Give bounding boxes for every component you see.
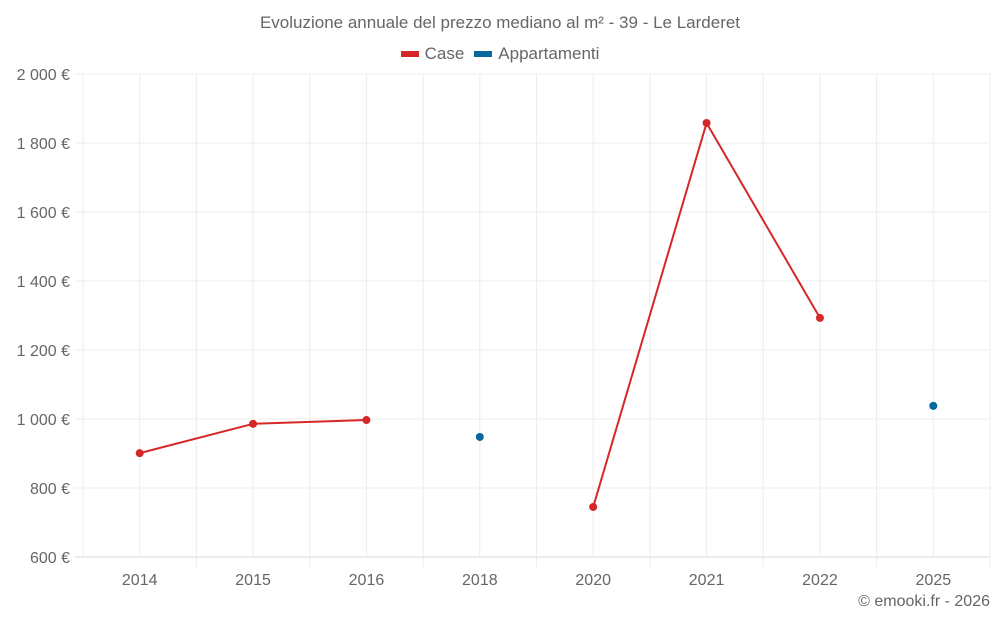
- x-tick-label: 2025: [916, 572, 952, 589]
- grid-lines: [75, 73, 991, 567]
- legend-item-appartamenti[interactable]: Appartamenti: [474, 44, 599, 64]
- chart-title: Evoluzione annuale del prezzo mediano al…: [259, 13, 741, 32]
- x-tick-label: 2022: [802, 572, 838, 589]
- y-tick-label: 1 800 €: [17, 136, 70, 153]
- data-point[interactable]: [362, 416, 371, 425]
- y-tick-label: 800 €: [30, 481, 70, 498]
- y-tick-label: 2 000 €: [17, 67, 70, 84]
- y-tick-label: 1 400 €: [17, 274, 70, 291]
- data-point[interactable]: [815, 313, 824, 322]
- legend: Case Appartamenti: [0, 44, 1000, 64]
- y-tick-label: 1 600 €: [17, 205, 70, 222]
- x-tick-label: 2018: [462, 572, 498, 589]
- x-tick-label: 2014: [122, 572, 158, 589]
- credits[interactable]: © emooki.fr - 2026: [858, 593, 990, 610]
- x-tick-label: 2020: [575, 572, 611, 589]
- data-point[interactable]: [702, 118, 711, 127]
- y-tick-label: 1 000 €: [17, 412, 70, 429]
- legend-label-case: Case: [424, 44, 465, 63]
- series-appartamenti: [475, 401, 938, 441]
- data-point[interactable]: [135, 449, 144, 458]
- data-point[interactable]: [249, 419, 258, 428]
- legend-label-appartamenti: Appartamenti: [498, 44, 600, 63]
- y-axis: 600 € 800 € 1 000 € 1 200 € 1 400 € 1 600 € 1 …: [17, 67, 70, 567]
- x-tick-label: 2016: [349, 572, 385, 589]
- data-point[interactable]: [929, 401, 938, 410]
- legend-item-case[interactable]: Case: [400, 44, 465, 64]
- series-case: [135, 118, 824, 511]
- data-point[interactable]: [589, 502, 598, 511]
- legend-swatch-appartamenti: [474, 51, 493, 57]
- y-tick-label: 1 200 €: [17, 343, 70, 360]
- x-tick-label: 2015: [235, 572, 271, 589]
- series-layer: [135, 118, 938, 511]
- x-tick-label: 2021: [689, 572, 725, 589]
- x-axis: 2014 2015 2016 2018 2020 2021 2022 2025: [122, 572, 951, 589]
- y-tick-label: 600 €: [30, 550, 70, 567]
- data-point[interactable]: [475, 432, 484, 441]
- legend-swatch-case: [400, 51, 419, 57]
